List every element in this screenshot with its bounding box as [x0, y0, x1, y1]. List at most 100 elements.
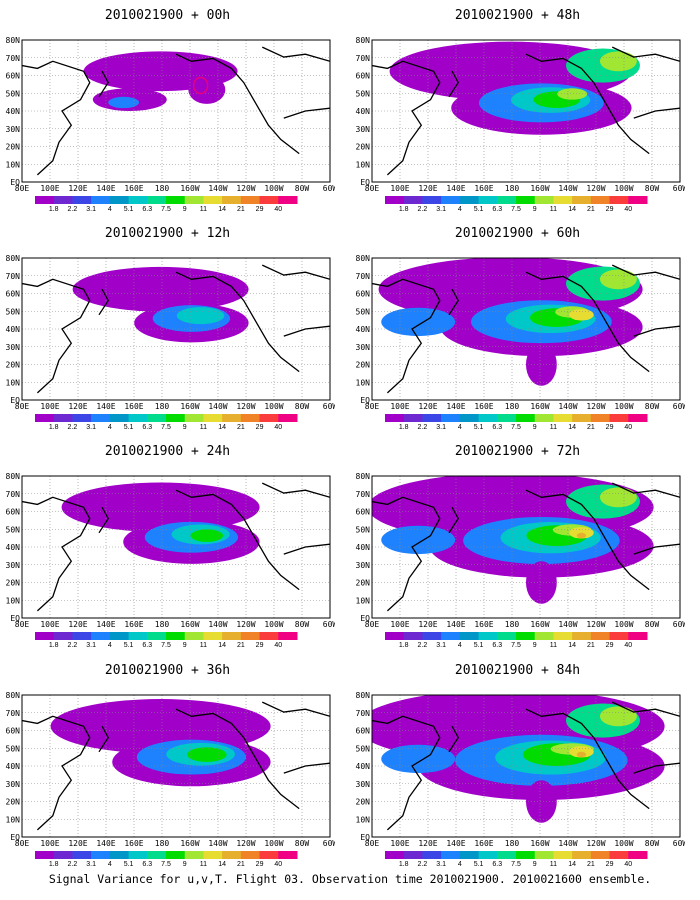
colorbar-swatch: [441, 632, 461, 640]
panel-title: 2010021900 + 60h: [454, 226, 581, 241]
colorbar-label: 1.8: [49, 206, 59, 213]
lon-tick-label: 120W: [586, 620, 605, 629]
colorbar-swatch: [240, 196, 261, 204]
colorbar-swatch: [478, 632, 498, 640]
colorbar-label: 5.1: [124, 424, 134, 431]
variance-contour: [108, 96, 140, 109]
coastline: [283, 107, 330, 119]
lon-tick-label: 100E: [390, 620, 409, 629]
map-panel: 2010021900 + 48h EQ 10N 20N 30N 40N 50N 60N 70N 8…: [350, 0, 685, 213]
coastline: [448, 288, 459, 316]
colorbar-label: 11: [550, 642, 557, 649]
colorbar-swatch: [534, 851, 554, 859]
variance-contour: [569, 746, 594, 758]
colorbar-swatch: [240, 414, 261, 422]
colorbar-swatch: [128, 632, 148, 640]
colorbar-swatch: [441, 851, 461, 859]
colorbar-swatch: [147, 414, 167, 422]
lon-tick-label: 120W: [586, 839, 605, 848]
colorbar-swatch: [497, 851, 517, 859]
colorbar-label: 3.1: [86, 861, 96, 868]
colorbar-swatch: [91, 851, 111, 859]
lat-tick-label: 70N: [356, 54, 371, 63]
map-frame: [21, 39, 331, 183]
colorbar-swatch: [184, 414, 204, 422]
colorbar-label: 5.1: [124, 642, 134, 649]
colorbar-swatch: [72, 414, 92, 422]
lon-tick-label: 80E: [15, 839, 30, 848]
lat-tick-label: 20N: [356, 798, 371, 807]
colorbar-swatch: [147, 196, 167, 204]
colorbar-swatch: [222, 196, 242, 204]
variance-contour: [190, 529, 224, 542]
colorbar-swatch: [609, 414, 629, 422]
lon-tick-label: 140W: [558, 839, 577, 848]
lon-tick-label: 120W: [236, 620, 255, 629]
colorbar-swatch: [203, 632, 223, 640]
colorbar-label: 3.1: [436, 861, 446, 868]
colorbar-label: 4: [108, 642, 112, 649]
colorbar-swatch: [53, 632, 73, 640]
colorbar-label: 4: [108, 206, 112, 213]
lon-tick-label: 140E: [446, 839, 465, 848]
map-frame: [371, 257, 681, 401]
lat-tick-label: 60N: [356, 508, 371, 517]
lat-tick-label: 60N: [356, 727, 371, 736]
colorbar-label: 21: [237, 424, 245, 431]
colorbar-label: 40: [274, 642, 282, 649]
coastline: [98, 506, 109, 534]
colorbar-swatch: [516, 851, 536, 859]
variance-contour: [599, 706, 637, 727]
lon-tick-label: 60W: [323, 184, 335, 193]
lat-tick-label: 70N: [356, 490, 371, 499]
lon-tick-label: 80E: [15, 620, 30, 629]
variance-map: EQ 10N 20N 30N 40N 50N 60N 70N 80N 80E 100E 120E 140…: [6, 36, 335, 213]
lon-tick-label: 140E: [446, 620, 465, 629]
lon-tick-label: 160W: [530, 402, 549, 411]
colorbar-swatch: [147, 632, 167, 640]
colorbar-label: 11: [200, 424, 207, 431]
lon-tick-label: 180: [505, 839, 520, 848]
colorbar-swatch: [590, 196, 611, 204]
lon-tick-label: 80E: [365, 184, 380, 193]
colorbar-label: 9: [533, 206, 537, 213]
lon-tick-label: 120W: [236, 402, 255, 411]
variance-contour: [599, 487, 637, 508]
colorbar-swatch: [259, 851, 279, 859]
lat-tick-label: 50N: [356, 307, 371, 316]
colorbar-label: 40: [274, 424, 282, 431]
lon-tick-label: 120W: [236, 184, 255, 193]
colorbar-swatch: [166, 632, 186, 640]
lat-tick-label: 50N: [6, 744, 21, 753]
lat-tick-label: 40N: [356, 543, 371, 552]
lon-tick-label: 100E: [390, 184, 409, 193]
colorbar-label: 6.3: [492, 206, 502, 213]
colorbar-label: 7.5: [511, 642, 521, 649]
lon-tick-label: 100W: [614, 839, 633, 848]
lat-tick-label: 80N: [356, 254, 371, 263]
colorbar-label: 6.3: [492, 642, 502, 649]
coastline: [448, 506, 459, 534]
colorbar-swatch: [609, 196, 629, 204]
colorbar-label: 14: [568, 424, 576, 431]
variance-contour: [381, 525, 456, 555]
colorbar-label: 14: [568, 206, 576, 213]
colorbar-label: 2.2: [418, 642, 428, 649]
colorbar-label: 29: [606, 424, 614, 431]
colorbar-swatch: [516, 414, 536, 422]
map-frame: [21, 257, 331, 401]
lon-tick-label: 100E: [390, 402, 409, 411]
variance-contour: [526, 343, 557, 386]
coastline: [261, 46, 330, 62]
colorbar-swatch: [609, 851, 629, 859]
coastline: [261, 701, 330, 717]
lat-tick-label: 70N: [6, 709, 21, 718]
lat-tick-label: 40N: [6, 325, 21, 334]
variance-contour: [576, 751, 587, 758]
coastline: [633, 107, 680, 119]
panel-title: 2010021900 + 72h: [454, 444, 581, 459]
lon-tick-label: 100W: [264, 402, 283, 411]
colorbar-swatch: [572, 196, 592, 204]
map-frame: [21, 475, 331, 619]
colorbar-label: 11: [550, 861, 557, 868]
